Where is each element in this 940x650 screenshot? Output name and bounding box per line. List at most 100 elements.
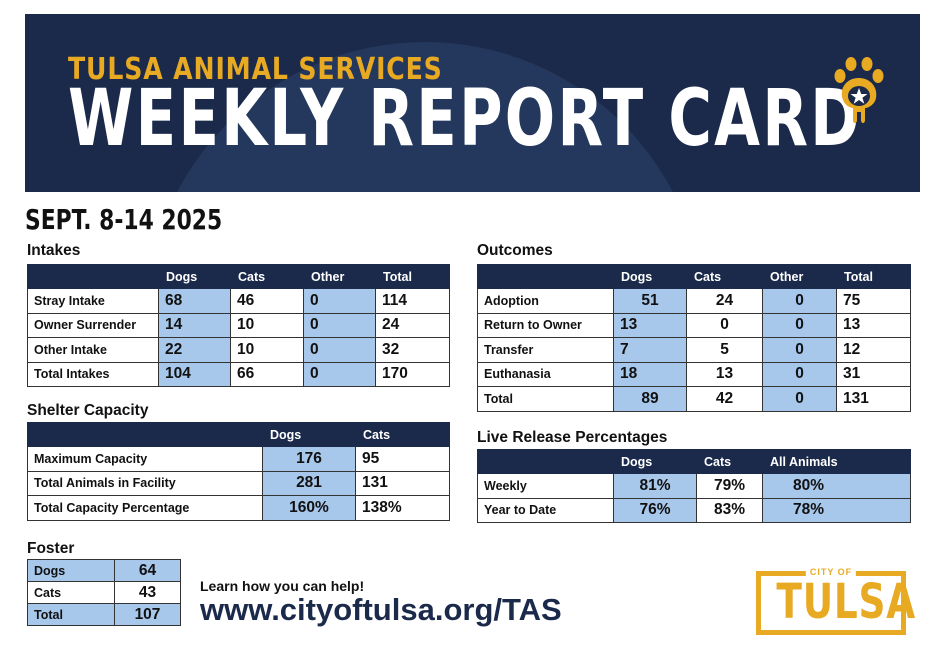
cell-total: 75 bbox=[836, 288, 911, 314]
column-header: Cats bbox=[355, 422, 450, 447]
cell-dogs: 22 bbox=[158, 337, 231, 363]
header-banner: TULSA ANIMAL SERVICES WEEKLY REPORT CARD bbox=[25, 14, 920, 192]
table-header-row: Dogs Cats bbox=[27, 422, 450, 447]
column-header: Total bbox=[375, 264, 450, 289]
table-row: Total Capacity Percentage 160% 138% bbox=[27, 495, 450, 521]
row-label: Total bbox=[27, 603, 115, 626]
cell-cats: 13 bbox=[686, 361, 763, 387]
table-row: Other Intake 22 10 0 32 bbox=[27, 337, 450, 363]
cell-value: 64 bbox=[114, 559, 181, 582]
row-label: Dogs bbox=[27, 559, 115, 582]
column-header bbox=[477, 264, 614, 289]
cell-dogs: 13 bbox=[613, 312, 687, 338]
cell-cats: 5 bbox=[686, 337, 763, 363]
cell-cats: 83% bbox=[696, 497, 763, 523]
cell-dogs: 18 bbox=[613, 361, 687, 387]
intakes-title: Intakes bbox=[27, 242, 81, 259]
cell-cats: 79% bbox=[696, 473, 763, 499]
cell-dogs: 81% bbox=[613, 473, 697, 499]
table-row: Total Animals in Facility 281 131 bbox=[27, 470, 450, 496]
row-label: Cats bbox=[27, 581, 115, 604]
shelter-capacity-title: Shelter Capacity bbox=[27, 402, 149, 419]
table-row: Weekly 81% 79% 80% bbox=[477, 473, 911, 499]
cell-dogs: 176 bbox=[262, 446, 356, 472]
city-of-tulsa-logo: CITY OF TULSA bbox=[756, 567, 917, 635]
cell-cats: 10 bbox=[230, 312, 304, 338]
website-link[interactable]: www.cityoftulsa.org/TAS bbox=[200, 592, 562, 627]
table-row: Total 107 bbox=[27, 603, 181, 626]
table-row: Stray Intake 68 46 0 114 bbox=[27, 288, 450, 314]
cell-other: 0 bbox=[762, 337, 837, 363]
table-row: Total Intakes 104 66 0 170 bbox=[27, 361, 450, 387]
cell-all-animals: 80% bbox=[762, 473, 911, 499]
column-header: Cats bbox=[696, 449, 763, 474]
cell-other: 0 bbox=[762, 312, 837, 338]
table-row: Owner Surrender 14 10 0 24 bbox=[27, 312, 450, 338]
cell-cats: 46 bbox=[230, 288, 304, 314]
cell-dogs: 160% bbox=[262, 495, 356, 521]
cell-other: 0 bbox=[762, 361, 837, 387]
row-label: Total Intakes bbox=[27, 361, 159, 387]
row-label: Euthanasia bbox=[477, 361, 614, 387]
cell-other: 0 bbox=[303, 288, 376, 314]
cell-total: 13 bbox=[836, 312, 911, 338]
intakes-table: Dogs Cats Other Total Stray Intake 68 46… bbox=[27, 264, 450, 387]
column-header bbox=[27, 422, 263, 447]
cell-total: 114 bbox=[375, 288, 450, 314]
cell-dogs: 68 bbox=[158, 288, 231, 314]
cell-cats: 95 bbox=[355, 446, 450, 472]
live-release-table: Dogs Cats All Animals Weekly 81% 79% 80%… bbox=[477, 449, 911, 523]
table-row: Euthanasia 18 13 0 31 bbox=[477, 361, 911, 387]
cell-dogs: 89 bbox=[613, 386, 687, 412]
cell-cats: 24 bbox=[686, 288, 763, 314]
column-header bbox=[477, 449, 614, 474]
cell-total: 24 bbox=[375, 312, 450, 338]
report-title: WEEKLY REPORT CARD bbox=[68, 74, 862, 164]
row-label: Total bbox=[477, 386, 614, 412]
date-range: SEPT. 8-14 2025 bbox=[25, 203, 223, 236]
cell-dogs: 104 bbox=[158, 361, 231, 387]
column-header: Cats bbox=[230, 264, 304, 289]
table-row: Total 89 42 0 131 bbox=[477, 386, 911, 412]
column-header: All Animals bbox=[762, 449, 911, 474]
column-header: Dogs bbox=[613, 264, 687, 289]
table-row: Adoption 51 24 0 75 bbox=[477, 288, 911, 314]
column-header: Dogs bbox=[262, 422, 356, 447]
logo-tulsa-text: TULSA bbox=[776, 574, 917, 630]
column-header: Dogs bbox=[158, 264, 231, 289]
live-release-title: Live Release Percentages bbox=[477, 429, 668, 446]
cell-other: 0 bbox=[762, 288, 837, 314]
row-label: Return to Owner bbox=[477, 312, 614, 338]
table-row: Transfer 7 5 0 12 bbox=[477, 337, 911, 363]
table-row: Year to Date 76% 83% 78% bbox=[477, 497, 911, 523]
row-label: Other Intake bbox=[27, 337, 159, 363]
cell-cats: 10 bbox=[230, 337, 304, 363]
row-label: Year to Date bbox=[477, 497, 614, 523]
cell-value: 43 bbox=[114, 581, 181, 604]
cell-total: 32 bbox=[375, 337, 450, 363]
foster-title: Foster bbox=[27, 540, 75, 557]
paw-star-icon bbox=[834, 57, 884, 123]
logo-city-of-text: CITY OF bbox=[805, 567, 857, 577]
table-header-row: Dogs Cats All Animals bbox=[477, 449, 911, 474]
cell-cats: 138% bbox=[355, 495, 450, 521]
column-header bbox=[27, 264, 159, 289]
table-header-row: Dogs Cats Other Total bbox=[27, 264, 450, 289]
cell-total: 31 bbox=[836, 361, 911, 387]
column-header: Other bbox=[303, 264, 376, 289]
cell-total: 131 bbox=[836, 386, 911, 412]
cell-dogs: 7 bbox=[613, 337, 687, 363]
cell-other: 0 bbox=[303, 337, 376, 363]
shelter-capacity-table: Dogs Cats Maximum Capacity 176 95 Total … bbox=[27, 422, 450, 521]
table-row: Dogs 64 bbox=[27, 559, 181, 582]
column-header: Other bbox=[762, 264, 837, 289]
table-row: Maximum Capacity 176 95 bbox=[27, 446, 450, 472]
row-label: Transfer bbox=[477, 337, 614, 363]
org-name: TULSA ANIMAL SERVICES bbox=[68, 52, 443, 87]
cell-dogs: 281 bbox=[262, 470, 356, 496]
table-row: Cats 43 bbox=[27, 581, 181, 604]
table-row: Return to Owner 13 0 0 13 bbox=[477, 312, 911, 338]
cell-dogs: 51 bbox=[613, 288, 687, 314]
cell-all-animals: 78% bbox=[762, 497, 911, 523]
cell-cats: 66 bbox=[230, 361, 304, 387]
